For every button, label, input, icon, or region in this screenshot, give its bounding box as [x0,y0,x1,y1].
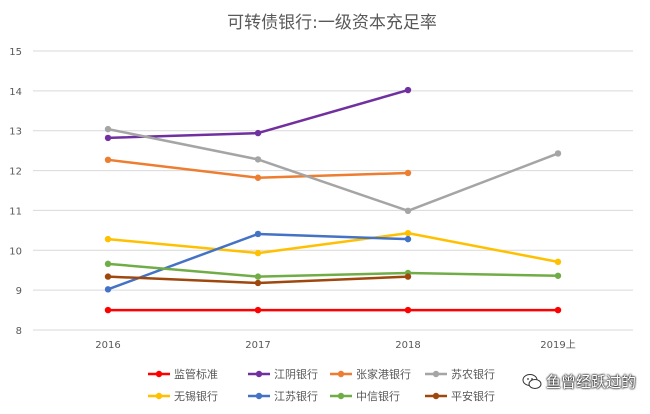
legend-marker [337,392,345,400]
data-point [554,306,562,314]
x-axis-ticks: 2016 2017 2018 2019上 [95,339,575,351]
legend-label: 江阴银行 [274,367,318,381]
data-point [404,273,412,280]
data-point [554,258,562,266]
series-line [107,231,559,264]
data-point [104,134,112,142]
data-point [104,273,112,280]
legend-item: 张家港银行 [330,367,411,381]
legend-marker [432,392,440,400]
y-tick-label: 13 [9,127,22,138]
y-axis-ticks: 8 9 10 11 12 13 14 15 [9,47,22,337]
data-point [404,229,412,237]
data-point [254,249,262,257]
legend-item: 平安银行 [425,389,495,403]
y-tick-label: 8 [16,326,22,337]
data-point [104,306,112,314]
legend-label: 江苏银行 [274,389,318,403]
data-point [254,156,262,163]
x-tick-label: 2017 [245,340,270,351]
data-point [404,306,412,314]
data-point [104,286,112,293]
legend-item: 苏农银行 [425,367,495,381]
data-point [404,169,412,177]
y-tick-label: 14 [9,87,22,98]
legend-label: 监管标准 [174,367,218,381]
legend-label: 中信银行 [356,389,400,403]
legend-marker [432,370,440,378]
legend-marker [155,370,163,378]
y-tick-label: 15 [9,47,22,58]
data-point [254,273,262,280]
data-point [104,156,112,164]
legend-label: 无锡银行 [174,389,218,403]
series-3 [104,125,562,215]
data-point [254,129,262,137]
data-point [254,279,262,287]
legend-item: 江阴银行 [248,367,318,381]
legend-item: 监管标准 [148,367,218,381]
y-tick-label: 12 [9,167,22,178]
series-5 [104,230,412,293]
series-lines [104,86,562,314]
series-2 [104,156,412,181]
y-tick-label: 9 [16,286,22,297]
legend-item: 无锡银行 [148,389,218,403]
y-tick-label: 10 [9,246,22,257]
x-tick-label: 2016 [95,340,120,351]
data-point [404,86,412,94]
y-tick-label: 11 [9,206,22,217]
data-point [254,174,262,181]
data-point [104,235,112,243]
x-tick-label: 2018 [395,340,420,351]
x-tick-label: 2019上 [540,339,575,351]
legend-marker [255,392,263,400]
data-point [254,230,262,238]
data-point [554,150,562,157]
legend-item: 江苏银行 [248,389,318,403]
legend-label: 苏农银行 [451,367,495,381]
series-4 [104,229,562,266]
series-6 [104,260,562,280]
series-1 [104,86,412,142]
legend-label: 张家港银行 [356,367,411,381]
gridlines [33,50,633,331]
series-7 [104,273,412,287]
legend-marker [255,370,263,378]
legend-marker [155,392,163,400]
legend-marker [337,370,345,378]
data-point [254,306,262,314]
wechat-icon [522,373,542,389]
watermark: 鱼曾经跃过的 [522,371,636,392]
legend-label: 平安银行 [451,389,495,403]
data-point [554,272,562,279]
watermark-text: 鱼曾经跃过的 [545,373,636,391]
data-point [104,260,112,268]
data-point [404,207,412,215]
series-0 [104,306,562,314]
legend-item: 中信银行 [330,389,400,403]
chart-title: 可转债银行:一级资本充足率 [227,13,437,33]
data-point [404,235,412,243]
data-point [104,125,112,133]
series-line [107,262,559,278]
series-line [107,127,559,213]
